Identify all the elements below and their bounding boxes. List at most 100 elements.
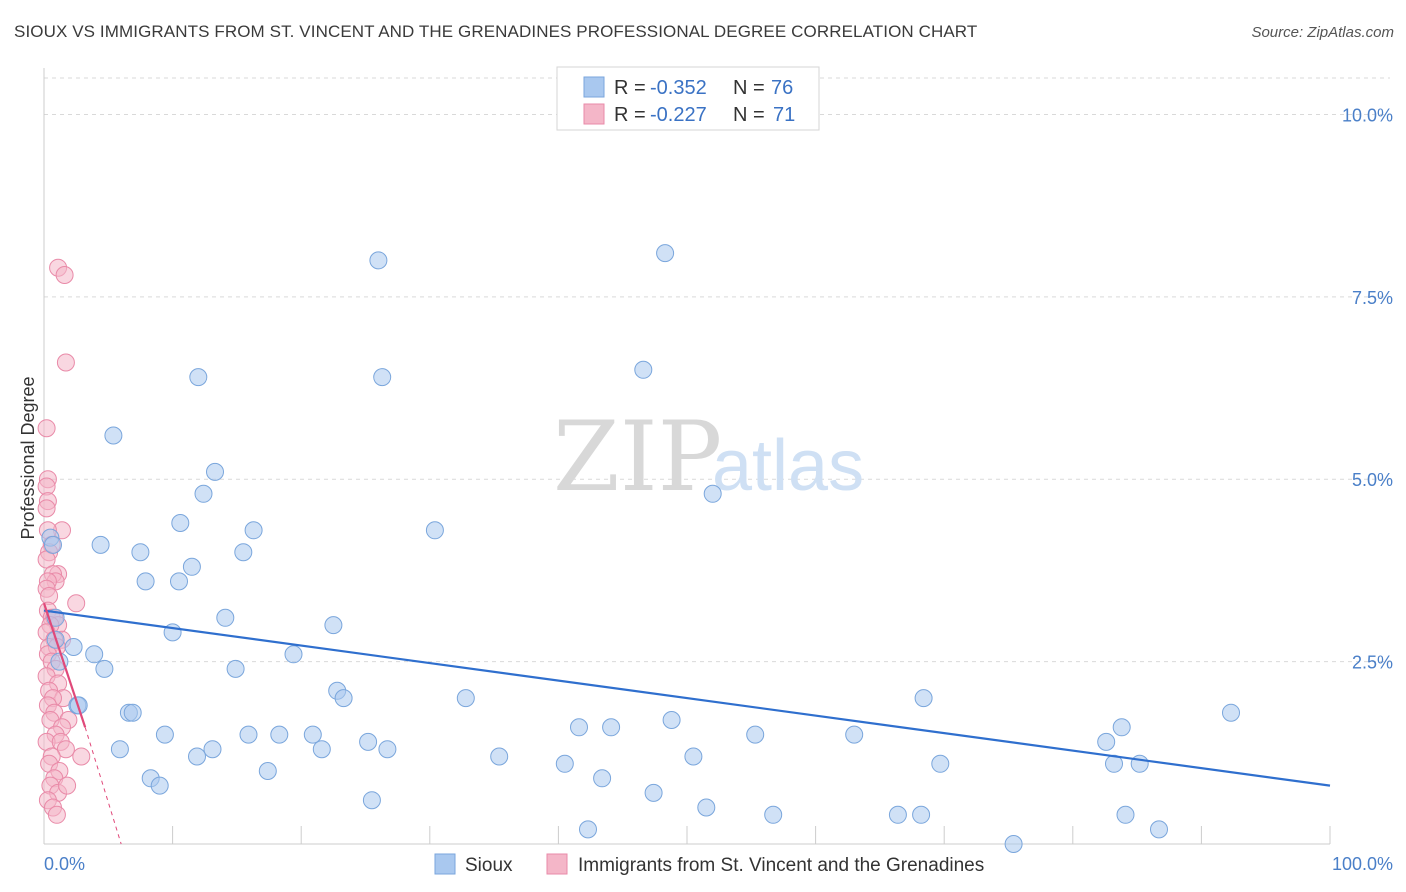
immigrants-point bbox=[37, 499, 56, 518]
sioux-point bbox=[931, 754, 950, 773]
sioux-point bbox=[602, 718, 621, 737]
sioux-point bbox=[1004, 835, 1023, 853]
sioux-point bbox=[703, 484, 722, 503]
sioux-point bbox=[150, 776, 169, 795]
sioux-point bbox=[216, 608, 235, 627]
points-layer bbox=[37, 244, 1240, 853]
bottom-legend-label-immigrants: Immigrants from St. Vincent and the Gren… bbox=[578, 855, 984, 876]
legend: R = -0.352 N = 76 R = -0.227 N = 71 bbox=[556, 66, 820, 131]
sioux-point bbox=[373, 368, 392, 387]
bottom-legend-swatch-immigrants bbox=[546, 853, 568, 875]
sioux-point bbox=[764, 805, 783, 824]
sioux-point bbox=[104, 426, 123, 445]
sioux-point bbox=[324, 616, 343, 635]
sioux-point bbox=[1150, 820, 1168, 839]
x-tick-label: 0.0% bbox=[44, 854, 85, 874]
sioux-point bbox=[234, 543, 253, 562]
sioux-point bbox=[359, 732, 378, 751]
sioux-point bbox=[369, 251, 388, 270]
sioux-point bbox=[662, 711, 681, 729]
watermark: ZIP atlas bbox=[553, 401, 864, 513]
sioux-point bbox=[85, 645, 104, 664]
sioux-point bbox=[155, 725, 174, 744]
chart-title: SIOUX VS IMMIGRANTS FROM ST. VINCENT AND… bbox=[14, 22, 978, 41]
sioux-point bbox=[206, 462, 224, 481]
chart-source: Source: ZipAtlas.com bbox=[1251, 24, 1394, 41]
sioux-point bbox=[1222, 703, 1240, 722]
sioux-point bbox=[136, 572, 155, 591]
legend-r-value-sioux: -0.352 bbox=[650, 77, 707, 99]
legend-n-value-sioux: 76 bbox=[771, 77, 793, 99]
sioux-point bbox=[684, 747, 703, 766]
y-tick-label: 10.0% bbox=[1342, 105, 1393, 125]
sioux-point bbox=[746, 725, 765, 744]
sioux-point bbox=[656, 244, 675, 263]
sioux-point bbox=[303, 725, 322, 744]
legend-n-label-sioux: N = bbox=[733, 77, 765, 99]
sioux-point bbox=[170, 572, 188, 591]
sioux-point bbox=[555, 754, 574, 773]
sioux-point bbox=[579, 820, 597, 839]
sioux-point bbox=[123, 703, 142, 722]
sioux-point bbox=[189, 368, 208, 387]
bottom-legend-label-sioux: Sioux bbox=[465, 855, 513, 876]
immigrants-point bbox=[55, 266, 74, 284]
sioux-point bbox=[888, 805, 907, 824]
sioux-point bbox=[239, 725, 258, 744]
sioux-point bbox=[593, 769, 612, 788]
sioux-point bbox=[362, 791, 381, 810]
sioux-point bbox=[490, 747, 509, 766]
immigrants-point bbox=[56, 353, 75, 372]
sioux-trend-line bbox=[43, 609, 1331, 787]
axis-layer: 2.5% 5.0% 7.5% 10.0% 0.0% 100.0% bbox=[43, 68, 1393, 874]
legend-n-label-immigrants: N = bbox=[733, 104, 765, 126]
sioux-point bbox=[110, 740, 129, 759]
legend-n-value-immigrants: 71 bbox=[773, 104, 795, 126]
immigrants-point bbox=[56, 740, 75, 759]
y-tick-label: 2.5% bbox=[1352, 653, 1393, 673]
sioux-point bbox=[845, 725, 864, 744]
sioux-point bbox=[1112, 718, 1131, 737]
legend-r-value-immigrants: -0.227 bbox=[650, 104, 707, 126]
immigrants-point bbox=[72, 747, 91, 766]
sioux-point bbox=[244, 521, 263, 540]
sioux-point bbox=[131, 543, 150, 562]
bottom-legend-swatch-sioux bbox=[434, 853, 456, 875]
sioux-point bbox=[284, 645, 303, 664]
immigrants-trend-line bbox=[42, 602, 87, 728]
watermark-zip-text: ZIP bbox=[553, 401, 722, 513]
y-tick-label: 7.5% bbox=[1352, 288, 1393, 308]
y-axis-label: Professional Degree bbox=[18, 376, 38, 539]
bottom-legend: Sioux Immigrants from St. Vincent and th… bbox=[434, 853, 984, 876]
sioux-point bbox=[456, 689, 475, 708]
sioux-point bbox=[644, 783, 663, 802]
sioux-point bbox=[914, 689, 933, 708]
immigrants-point bbox=[67, 594, 86, 613]
immigrants-point bbox=[37, 419, 56, 438]
sioux-point bbox=[570, 718, 588, 737]
sioux-point bbox=[334, 689, 353, 708]
sioux-point bbox=[270, 725, 289, 744]
sioux-point bbox=[44, 535, 62, 554]
legend-swatch-immigrants bbox=[583, 103, 605, 125]
sioux-point bbox=[95, 659, 114, 678]
sioux-point bbox=[226, 659, 245, 678]
y-tick-label: 5.0% bbox=[1352, 470, 1393, 490]
immigrants-point bbox=[58, 776, 77, 795]
sioux-point bbox=[91, 535, 110, 554]
sioux-point bbox=[258, 762, 277, 780]
watermark-atlas-text: atlas bbox=[712, 426, 864, 506]
x-tick-label: 100.0% bbox=[1332, 854, 1393, 874]
sioux-point bbox=[312, 740, 331, 759]
sioux-point bbox=[697, 798, 716, 817]
legend-r-label-immigrants: R = bbox=[614, 104, 646, 126]
legend-r-label-sioux: R = bbox=[614, 77, 646, 99]
sioux-point bbox=[64, 638, 83, 656]
sioux-point bbox=[1097, 732, 1116, 751]
immigrants-point bbox=[47, 805, 66, 824]
sioux-point bbox=[171, 514, 190, 532]
legend-swatch-sioux bbox=[583, 76, 605, 98]
sioux-point bbox=[378, 740, 397, 759]
sioux-point bbox=[182, 557, 201, 576]
